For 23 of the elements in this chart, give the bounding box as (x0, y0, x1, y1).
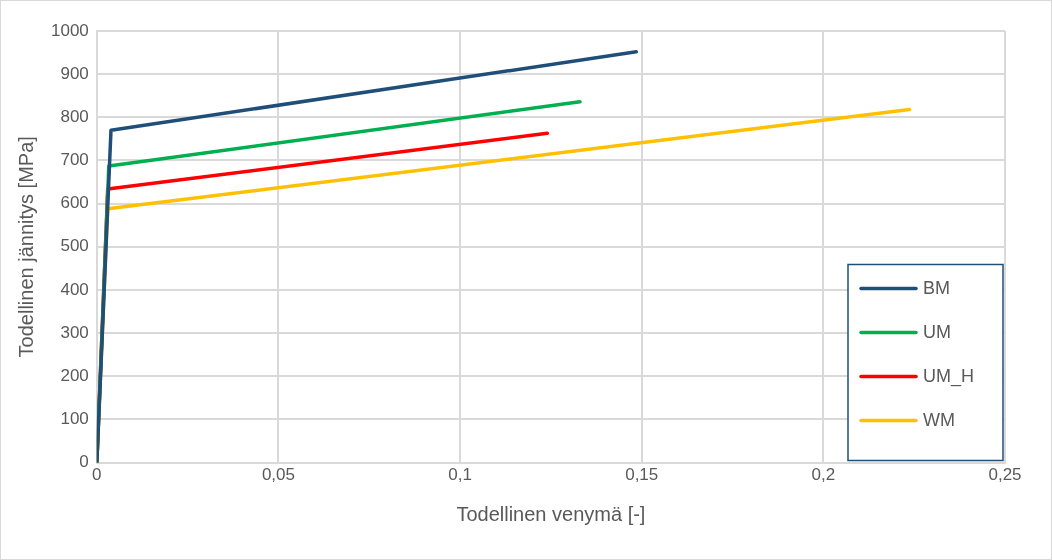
y-tick-label: 400 (60, 279, 89, 299)
y-tick-label: 100 (60, 409, 89, 429)
legend-label: WM (923, 409, 955, 430)
y-axis-title: Todellinen jännitys [MPa] (14, 136, 37, 358)
x-axis-title: Todellinen venymä [-] (456, 502, 646, 525)
y-tick-label: 1000 (50, 20, 89, 40)
y-tick-label: 200 (60, 365, 89, 385)
x-tick-label: 0,2 (811, 465, 836, 485)
legend-label: UM (923, 321, 951, 342)
y-tick-label: 500 (60, 236, 89, 256)
y-tick-label: 300 (60, 322, 89, 342)
x-tick-label: 0 (92, 465, 102, 485)
x-tick-label: 0,15 (625, 465, 659, 485)
legend-label: BM (923, 277, 950, 298)
x-tick-label: 0,1 (448, 465, 472, 485)
y-tick-label: 900 (60, 63, 89, 83)
x-tick-label: 0,05 (261, 465, 295, 485)
x-tick-label: 0,25 (988, 465, 1022, 485)
y-tick-label: 700 (60, 150, 89, 170)
y-tick-label: 0 (79, 452, 89, 472)
y-tick-label: 600 (60, 193, 89, 213)
y-tick-label: 800 (60, 107, 89, 127)
legend-label: UM_H (923, 365, 975, 387)
